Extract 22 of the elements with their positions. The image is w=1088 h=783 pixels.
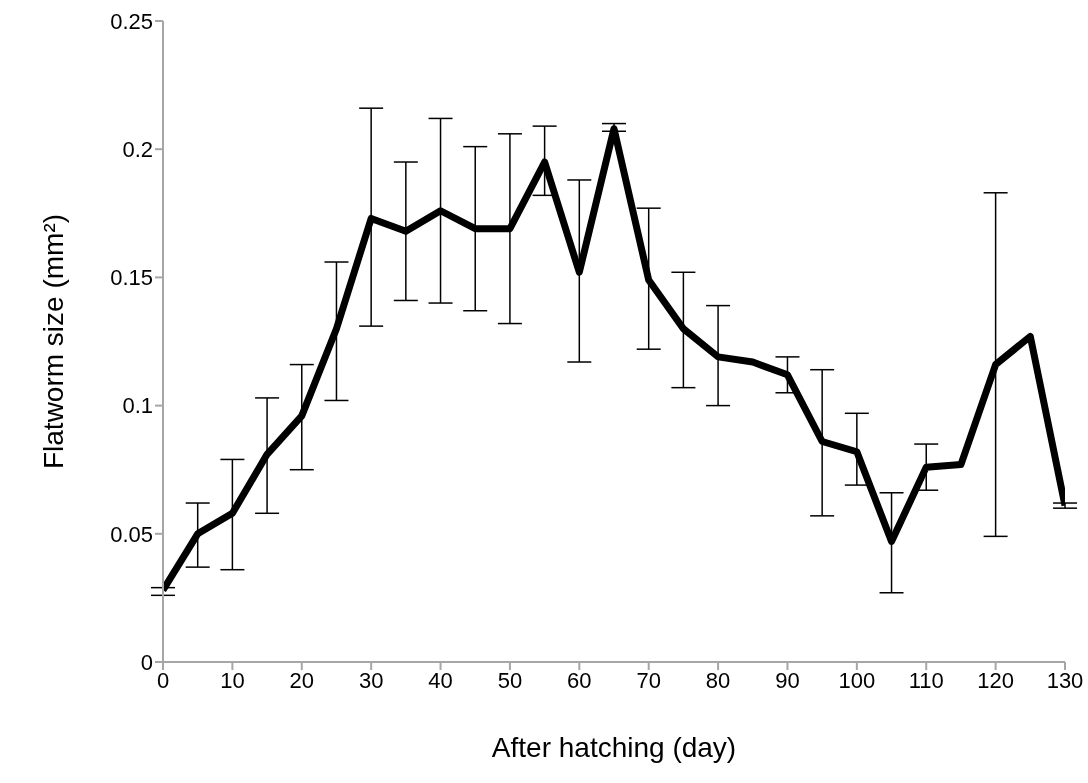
y-tick-label: 0.05 [110, 521, 153, 547]
x-tick-label: 120 [977, 667, 1014, 693]
x-tick-label: 60 [567, 667, 592, 693]
x-tick-label: 30 [358, 667, 384, 693]
x-tick-label: 50 [497, 667, 523, 693]
x-axis-title: After hatching (day) [491, 731, 737, 763]
x-tick-label: 110 [908, 667, 944, 693]
x-tick-label: 0 [156, 667, 170, 693]
x-tick-label: 20 [289, 667, 315, 693]
x-tick-label: 10 [220, 667, 245, 693]
y-tick-label: 0.25 [110, 8, 153, 34]
y-tick-label: 0 [140, 649, 153, 675]
x-tick-label: 80 [705, 667, 731, 693]
y-tick-label: 0.1 [122, 393, 153, 419]
x-tick-label: 70 [636, 667, 661, 693]
x-tick-label: 40 [428, 667, 453, 693]
x-tick-label: 90 [775, 667, 800, 693]
y-tick-label: 0.2 [122, 137, 153, 163]
x-tick-label: 100 [838, 667, 876, 693]
y-tick-label: 0.15 [110, 265, 153, 291]
x-tick-label: 130 [1046, 667, 1084, 693]
y-axis-title: Flatworm size (mm²) [37, 213, 69, 470]
